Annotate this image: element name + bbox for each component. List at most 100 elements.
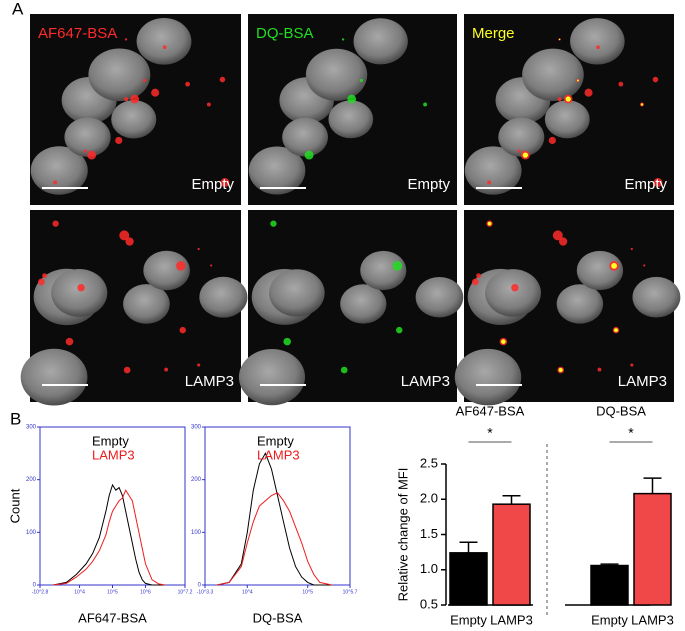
nucleus xyxy=(88,48,151,102)
vesicle xyxy=(270,220,277,227)
y-tick-label: 0 xyxy=(198,583,202,589)
x-tick-label: 10^5.7 xyxy=(343,589,358,595)
vesicle-overlap xyxy=(558,38,561,41)
vesicle xyxy=(340,366,348,374)
histogram-line xyxy=(216,452,332,586)
vesicle xyxy=(37,278,45,286)
vesicle xyxy=(130,94,140,104)
condition-label: LAMP3 xyxy=(401,373,450,390)
x-tick-label: -10^2.8 xyxy=(32,589,49,595)
vesicle xyxy=(476,273,482,279)
nucleus xyxy=(632,276,681,318)
vesicle xyxy=(162,45,167,50)
vesicle xyxy=(341,38,345,41)
condition-label: Empty xyxy=(624,176,667,193)
vesicle xyxy=(175,261,186,271)
vesicle-overlap xyxy=(487,221,492,226)
y-tick-label: 100 xyxy=(26,530,37,536)
histogram-line xyxy=(216,492,333,586)
nucleus xyxy=(556,284,604,324)
nucleus xyxy=(454,348,522,406)
nucleus xyxy=(136,18,192,65)
nucleus xyxy=(328,100,374,139)
y-tick-label: 1.5 xyxy=(420,526,438,541)
vesicle xyxy=(87,150,97,160)
vesicle xyxy=(197,363,201,367)
vesicle xyxy=(630,247,633,251)
error-bar xyxy=(502,494,521,505)
vesicle-overlap xyxy=(522,152,529,158)
channel-label: AF647-BSA xyxy=(38,25,117,42)
nucleus xyxy=(522,48,584,102)
vesicle xyxy=(283,337,291,346)
vesicle xyxy=(517,149,521,153)
vesicle-overlap xyxy=(576,79,579,82)
vesicle xyxy=(119,230,130,241)
vesicle-overlap xyxy=(640,103,644,106)
vesicle xyxy=(347,94,357,104)
micrograph: LAMP3 xyxy=(454,210,681,406)
nucleus xyxy=(30,146,88,195)
vesicle xyxy=(392,261,403,271)
vesicle xyxy=(511,283,519,292)
vesicle-overlap xyxy=(565,96,571,102)
condition-label: LAMP3 xyxy=(185,373,234,390)
error-bar xyxy=(459,541,478,553)
x-tick-label: 10^4 xyxy=(74,589,85,595)
group-title: DQ-BSA xyxy=(596,403,646,418)
x-axis-label: DQ-BSA xyxy=(253,610,303,625)
vesicle xyxy=(584,88,593,97)
vesicle xyxy=(653,178,663,187)
vesicle xyxy=(77,283,85,292)
vesicle xyxy=(123,366,131,374)
vesicle xyxy=(53,180,58,185)
legend-entry: Empty xyxy=(257,433,294,448)
x-tick-label: -10^3.3 xyxy=(197,589,214,595)
micrograph: LAMP3 xyxy=(20,210,248,406)
vesicle xyxy=(185,81,191,87)
x-tick-label: 10^5 xyxy=(302,589,313,595)
vesicle xyxy=(124,38,128,41)
y-tick-label: 0.5 xyxy=(420,596,438,611)
y-tick-label: 100 xyxy=(191,530,202,536)
histogram-line xyxy=(53,483,166,586)
vesicle xyxy=(151,88,160,97)
y-tick-label: 300 xyxy=(26,425,37,431)
nucleus xyxy=(51,269,108,317)
nucleus xyxy=(360,250,407,291)
nucleus xyxy=(415,276,464,318)
nucleus xyxy=(340,284,387,324)
vesicle xyxy=(652,76,659,83)
vesicle xyxy=(210,264,213,267)
condition-label: Empty xyxy=(191,176,234,193)
nucleus xyxy=(199,276,248,318)
vesicle xyxy=(557,97,562,102)
y-tick-label: 1.0 xyxy=(420,561,438,576)
vesicle xyxy=(471,278,479,286)
nucleus xyxy=(498,117,545,157)
group-title: AF647-BSA xyxy=(456,403,525,418)
y-tick-label: 200 xyxy=(26,477,37,483)
y-axis-label: Count xyxy=(7,488,22,523)
nucleus xyxy=(20,348,88,406)
bar xyxy=(633,492,672,606)
panel-label: B xyxy=(10,409,21,428)
vesicle xyxy=(197,247,200,251)
vesicle xyxy=(219,76,226,83)
vesicle xyxy=(359,78,364,83)
x-tick-label: LAMP3 xyxy=(490,612,533,627)
vesicle xyxy=(42,273,48,279)
micrograph: Empty DQ-BSA xyxy=(248,14,457,205)
nucleus xyxy=(143,250,190,291)
significance-mark: * xyxy=(628,425,634,441)
nucleus xyxy=(544,100,590,139)
plot-frame xyxy=(204,426,351,586)
condition-label: LAMP3 xyxy=(618,373,667,390)
nucleus xyxy=(464,146,522,195)
x-tick-label: Empty xyxy=(450,612,487,627)
nucleus xyxy=(269,269,325,317)
vesicle xyxy=(52,220,59,227)
y-axis-label: Relative change of MFI xyxy=(395,468,410,602)
panel-label: A xyxy=(12,0,24,18)
